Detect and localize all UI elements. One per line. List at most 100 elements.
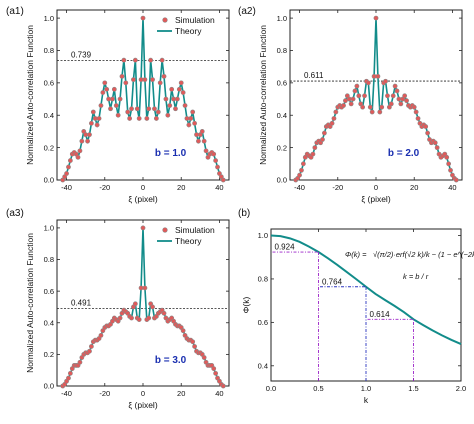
simulation-point <box>398 101 404 107</box>
panel-a2: (a2) -40 -20 0 20 40 0.0 0.2 0.4 0.6 0.8 1.0 ξ (pixe… <box>238 6 463 204</box>
simulation-point <box>77 359 83 365</box>
y-tick-label: 0.8 <box>44 46 54 55</box>
y-tick-label: 0.4 <box>44 318 54 327</box>
simulation-point <box>146 315 152 321</box>
simulation-point <box>144 116 150 121</box>
simulation-point <box>415 116 421 121</box>
y-tick-label: 0.0 <box>44 176 54 185</box>
theory-line <box>295 18 457 181</box>
simulation-point <box>448 167 453 173</box>
simulation-point <box>369 109 375 115</box>
y-axis-label: Normalized Auto-correlation Function <box>258 25 268 165</box>
y-tick-label: 1.0 <box>44 14 54 23</box>
y-tick-label: 0.0 <box>277 176 287 185</box>
x-tick-label: 20 <box>177 183 185 192</box>
simulation-point <box>98 103 104 108</box>
simulation-point <box>152 106 157 112</box>
simulation-point <box>182 103 188 108</box>
simulation-point <box>125 109 131 115</box>
theory-line <box>62 18 224 181</box>
simulation-point <box>110 96 115 102</box>
simulation-point <box>201 138 207 144</box>
x-tick-label: 0 <box>141 389 145 398</box>
simulation-point <box>117 315 123 321</box>
x-tick-label: 0 <box>374 183 378 192</box>
x-axis-label: ξ (pixel) <box>128 400 157 410</box>
simulation-point <box>129 315 134 321</box>
x-tick-label: -40 <box>61 389 72 398</box>
simulation-point <box>350 96 356 102</box>
simulation-point <box>373 15 379 21</box>
y-axis-label: Φ(k) <box>241 296 251 313</box>
simulation-point <box>67 370 73 376</box>
simulation-point <box>165 112 171 118</box>
simulation-point <box>140 15 146 21</box>
simulation-point <box>377 109 383 115</box>
simulation-point <box>404 98 409 104</box>
simulation-point <box>98 333 104 338</box>
simulation-point <box>102 80 108 86</box>
simulation-point <box>299 167 304 173</box>
simulation-point <box>132 301 138 307</box>
y-tick-label: 0.8 <box>258 275 268 284</box>
simulation-point <box>196 138 201 144</box>
y-tick-label: 0.6 <box>44 287 54 296</box>
x-tick-label: -20 <box>99 183 110 192</box>
simulation-point <box>140 225 146 231</box>
simulation-point <box>375 73 381 79</box>
simulation-point <box>178 80 184 86</box>
simulation-point <box>115 112 121 118</box>
simulation-point <box>211 151 217 157</box>
x-tick-label: 1.5 <box>408 384 418 393</box>
simulation-point <box>320 137 325 142</box>
simulation-point <box>379 104 385 110</box>
x-tick-label: 40 <box>215 389 223 398</box>
simulation-point <box>131 77 136 83</box>
simulation-point <box>297 172 302 178</box>
simulation-point <box>390 93 396 99</box>
simulation-point <box>136 116 142 121</box>
simulation-point <box>211 366 217 372</box>
simulation-point <box>329 120 335 126</box>
y-tick-label: 0.4 <box>258 362 268 371</box>
simulation-point <box>90 109 96 115</box>
simulation-point <box>312 145 318 151</box>
simulation-point <box>113 103 119 108</box>
simulation-point <box>150 304 155 310</box>
panel-a1: (a1) -40 -20 0 20 40 0.0 0.2 0.4 0.6 0.8 1.0 ξ (pixe… <box>6 6 230 204</box>
reference-value-label: 0.491 <box>71 298 92 307</box>
simulation-point <box>213 370 219 376</box>
y-tick-label: 0.2 <box>277 143 287 152</box>
x-tick-label: 0.5 <box>313 384 323 393</box>
formula-rhs: √(π/2)·erf(√2 k)/k − (1 − e^(−2k²))/(2k²… <box>373 250 474 259</box>
simulation-point <box>100 90 106 95</box>
x-tick-label: -40 <box>294 183 305 192</box>
simulation-point <box>155 109 161 115</box>
y-tick-label: 0.2 <box>44 143 54 152</box>
y-tick-label: 0.4 <box>277 111 287 120</box>
marker-value-label: 0.614 <box>370 310 391 319</box>
simulation-point <box>385 93 390 99</box>
simulation-point <box>146 106 152 112</box>
x-tick-label: -20 <box>332 183 343 192</box>
b-value-label: b = 3.0 <box>155 355 187 366</box>
simulation-point <box>66 164 71 170</box>
simulation-point <box>453 177 459 183</box>
simulation-point <box>121 57 127 63</box>
simulation-point <box>354 83 360 89</box>
simulation-point <box>203 148 209 154</box>
simulation-point <box>310 151 316 157</box>
simulation-point <box>132 57 138 63</box>
simulation-point <box>425 130 430 136</box>
phi-curve <box>270 234 462 346</box>
simulation-point <box>66 375 71 381</box>
simulation-point <box>161 310 167 316</box>
simulation-point <box>85 138 90 144</box>
simulation-point <box>119 73 125 79</box>
simulation-point <box>77 148 83 154</box>
y-tick-label: 0.2 <box>44 350 54 359</box>
simulation-point <box>67 158 73 163</box>
simulation-point <box>94 122 100 128</box>
panel-b: (b) 0.0 0.5 1.0 1.5 2.0 0.4 0.6 0.8 1.0 k Φ(k) 0.924… <box>238 208 474 405</box>
